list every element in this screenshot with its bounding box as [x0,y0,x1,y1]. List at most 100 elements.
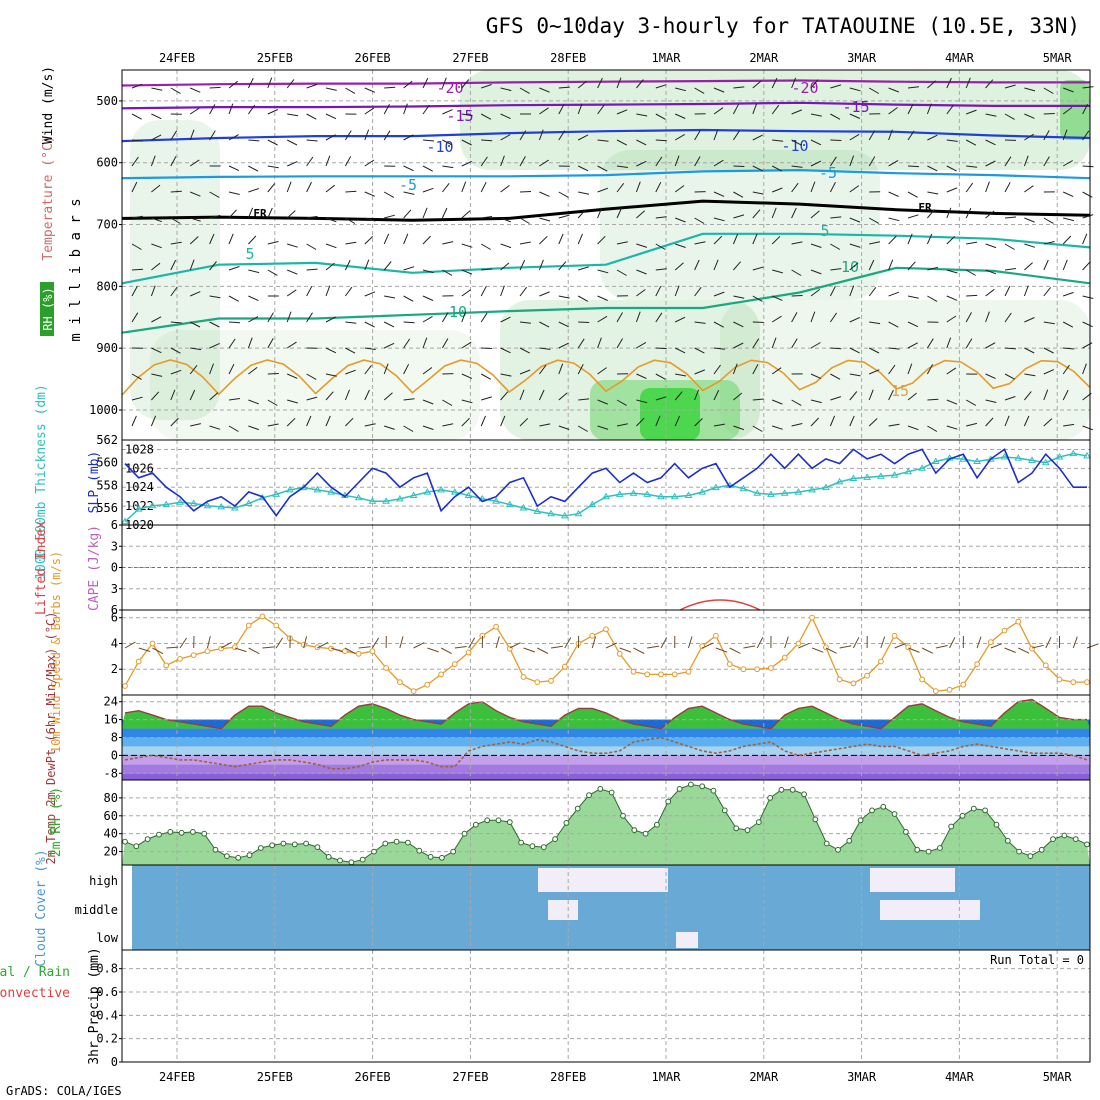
wind-barb [966,109,977,115]
wind-barb [907,191,918,198]
wind-barb [849,262,859,271]
rh-point [382,840,389,847]
wind-barb [1004,396,1016,401]
rh-point [767,795,773,801]
wind-barb [791,207,797,219]
wind-barb [306,139,318,142]
wind-barb [985,160,996,167]
rh-point [484,817,491,824]
rh-point [1061,832,1068,839]
wind-barb [384,86,396,89]
wind-barb [170,321,182,324]
wind-barb [209,104,216,115]
thickness-point [670,492,679,500]
wind-speed-point [383,665,390,671]
wind-barb-10m [825,647,837,654]
wind-barb [985,269,997,275]
temperature-tick: 0 [111,748,118,762]
wind-barb [694,130,701,141]
wind-barb-10m [811,647,824,653]
rh-point [1038,846,1045,853]
wind-barb [907,165,920,168]
rh-point [880,803,887,810]
wind-speed-point [878,658,884,665]
wind-barb [422,165,433,172]
wind-barb [131,312,139,323]
thickness-tick: 562 [96,433,118,447]
wind-barb [403,321,415,324]
wind-barb [1024,87,1036,92]
wind-barb [732,130,740,141]
wind-barb [1082,321,1093,328]
wind-speed-point [424,681,431,688]
wind-barb [461,210,471,219]
rh-point [303,840,310,847]
wind-barb-10m [550,645,563,649]
wind-speed-point [809,614,815,621]
wind-barb [830,396,842,401]
thickness-point [354,493,363,501]
slp-tick: 1024 [125,480,154,494]
wind-barb [403,398,415,401]
wind-barb [364,321,375,328]
wind-barb [306,181,312,193]
wind-barb [674,316,686,323]
wind-barb [422,139,435,142]
rh-point [835,846,841,853]
wind-barb [946,399,958,405]
wind-speed-point [754,666,761,673]
thickness-point [313,485,322,493]
wind-barb [267,207,273,219]
wind-barb [1043,217,1054,224]
wind-barb [481,216,493,219]
rh-point [416,847,423,854]
wind-barb [674,391,683,401]
wind-speed-point [946,686,953,693]
wind-barb [752,425,763,432]
wind-speed-point [1070,679,1077,685]
wind-barb [966,165,978,168]
bottom-date-1: 25FEB [257,1070,293,1084]
wind-barb [849,155,855,167]
wind-barb [539,364,547,375]
wind-barb [228,425,239,432]
wind-barb-10m [537,647,549,654]
wind-barb [597,315,608,323]
wind-barb [732,363,738,375]
wind-barb [461,139,472,146]
wind-barb [267,241,279,245]
wind-barb [1062,107,1073,115]
wind-barb [131,181,138,193]
wind-barb [713,191,725,197]
temperature-axis-label: Temperature (°C) [41,135,56,260]
wind-barb [287,269,298,275]
wind-barb [383,191,395,198]
wind-barb [461,79,470,89]
wind-barb [131,373,142,380]
wind-barb [131,83,143,89]
wind-barb [849,285,855,297]
wind-speed-point [465,649,472,656]
wind-barb [519,156,526,167]
wind-barb [772,269,783,274]
isotherm--15 [121,101,1090,110]
rh-point [744,827,751,833]
wind-barb [985,181,990,193]
wind-barb [539,87,550,93]
wind-barb [480,156,488,167]
wind-barb [868,217,880,224]
wind-speed-point [355,650,362,657]
wind-barb [965,77,971,89]
wind-barb [442,269,453,276]
wind-barb [752,80,762,89]
wind-barb [694,241,706,245]
rh-legend-swatch [40,282,54,336]
wind-barb [170,190,182,193]
wind-barb [597,399,608,405]
wind-barb [1024,133,1034,141]
wind-barb [422,104,430,115]
wind-barb [907,261,916,271]
thickness-point [849,474,858,481]
wind-barb [325,87,337,91]
isotherm-15 [121,359,1091,396]
